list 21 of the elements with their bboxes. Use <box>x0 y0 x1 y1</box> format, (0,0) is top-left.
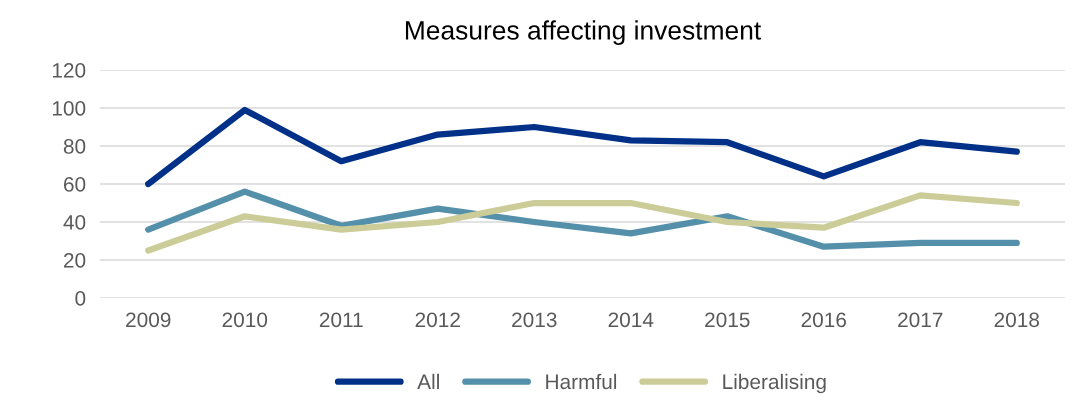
x-tick-label: 2013 <box>512 312 557 328</box>
x-tick-label: 2009 <box>126 312 171 328</box>
x-tick-label: 2018 <box>994 312 1040 328</box>
y-tick-label: 100 <box>52 101 86 116</box>
x-tick-label: 2015 <box>705 312 750 328</box>
y-tick-label: 60 <box>64 177 86 192</box>
legend-label: Harmful <box>546 373 617 390</box>
x-tick-label: 2017 <box>898 312 943 328</box>
y-tick-label: 80 <box>63 139 86 154</box>
legend-label: Liberalising <box>723 373 826 394</box>
legend-label: All <box>417 373 439 389</box>
x-tick-label: 2014 <box>608 312 654 328</box>
y-tick-label: 20 <box>63 253 86 268</box>
chart-title: Measures affecting investment <box>405 20 762 45</box>
x-tick-label: 2016 <box>801 312 847 328</box>
x-tick-label: 2010 <box>222 312 268 328</box>
y-tick-label: 40 <box>63 215 86 230</box>
x-tick-label: 2012 <box>415 312 460 328</box>
y-tick-label: 120 <box>52 63 86 78</box>
y-tick-label: 0 <box>75 291 86 306</box>
x-tick-label: 2011 <box>319 312 363 328</box>
